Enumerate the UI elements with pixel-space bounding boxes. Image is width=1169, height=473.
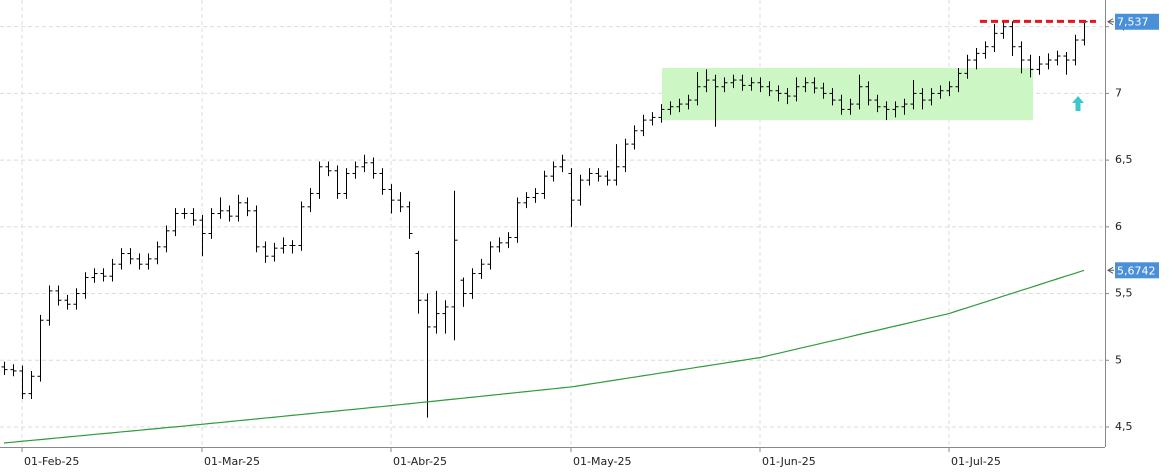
x-tick-label: 01-Jun-25 <box>762 455 816 468</box>
x-tick-label: 01-Feb-25 <box>24 455 79 468</box>
x-tick-label: 01-Mar-25 <box>204 455 260 468</box>
grid-layer <box>0 0 1105 447</box>
y-tick-label: 5,5 <box>1115 287 1133 300</box>
price-arrow <box>1107 18 1114 26</box>
price-label: 5,6742 <box>1117 264 1156 277</box>
y-tick-label: 6 <box>1115 220 1122 233</box>
x-tick-label: 01-Abr-25 <box>393 455 447 468</box>
x-tick-label: 01-May-25 <box>573 455 631 468</box>
price-label: 7,537 <box>1117 16 1149 29</box>
data-layer <box>1 19 1096 444</box>
price-label-box <box>1115 262 1159 279</box>
box-layer <box>662 68 1033 121</box>
up-arrow <box>1072 96 1084 111</box>
y-tick-label: 5 <box>1115 353 1122 366</box>
y-tick-label: 6,5 <box>1115 153 1133 166</box>
price-arrow <box>1107 266 1114 274</box>
y-tick-label: 4,5 <box>1115 420 1133 433</box>
moving-average <box>3 269 1085 444</box>
x-tick-label: 01-Jul-25 <box>951 455 1001 468</box>
axis-layer: 4,555,566,577,501-Feb-2501-Mar-2501-Abr-… <box>21 13 1159 468</box>
range-box <box>662 68 1033 121</box>
price-label-box <box>1115 13 1159 30</box>
y-tick-label: 7 <box>1115 86 1122 99</box>
